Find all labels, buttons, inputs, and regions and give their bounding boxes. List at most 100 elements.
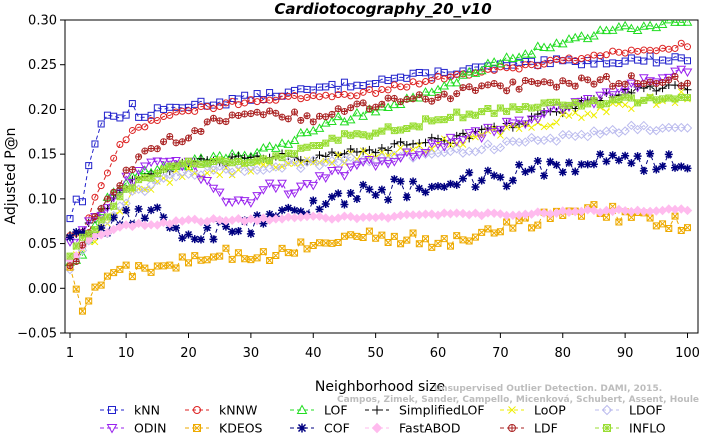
data-point-INFLO (78, 233, 86, 241)
data-point-COF (577, 160, 586, 169)
data-point-ODIN (339, 172, 350, 181)
data-point-kNNW (110, 154, 118, 162)
data-point-INFLO (378, 127, 386, 135)
data-point-INFLO (247, 158, 255, 166)
data-point-KDEOS (409, 229, 417, 237)
data-point-LOF (589, 31, 599, 40)
data-point-LDF (534, 79, 542, 87)
data-point-KDEOS (340, 232, 348, 240)
data-point-KDEOS (110, 269, 118, 277)
data-point-INFLO (228, 159, 236, 167)
data-point-LOF (420, 87, 431, 96)
chart-title: Cardiotocography_20_v10 (274, 0, 491, 18)
data-point-LoOP (553, 119, 560, 126)
data-point-COF (564, 158, 573, 167)
data-point-LDF (415, 91, 423, 99)
data-point-FastABOD (501, 210, 512, 221)
data-point-LDOF (558, 129, 568, 140)
data-point-LDOF (564, 129, 574, 140)
data-point-LoOP (141, 186, 149, 193)
data-point-INFLO (403, 124, 411, 132)
data-point-ODIN (327, 167, 337, 176)
data-point-KDEOS (203, 256, 211, 264)
data-point-LDF (334, 105, 342, 113)
data-point-LoOP (497, 132, 504, 139)
y-tick-label: 0.10 (28, 192, 57, 207)
data-point-INFLO (259, 155, 267, 163)
data-point-INFLO (397, 126, 405, 134)
data-point-INFLO (85, 230, 93, 238)
data-point-INFLO (166, 162, 174, 170)
data-point-FastABOD (558, 206, 568, 216)
data-point-kNNW (103, 169, 111, 177)
data-point-INFLO (434, 116, 442, 124)
data-point-kNNW (222, 99, 230, 107)
legend-marker (297, 423, 307, 433)
data-point-LDOF (452, 144, 462, 154)
data-point-INFLO (565, 101, 573, 109)
data-point-LDF (128, 166, 136, 173)
data-point-SimplifiedLOF (421, 138, 430, 147)
data-point-ODIN (370, 162, 381, 172)
data-point-SimplifiedLOF (683, 85, 692, 94)
legend-marker (603, 424, 611, 432)
data-point-COF (253, 211, 262, 220)
x-tick-label: 1 (66, 346, 74, 361)
legend-label: kNNW (219, 403, 257, 418)
data-point-LDOF (632, 124, 643, 135)
data-point-KDEOS (147, 268, 155, 276)
data-point-KDEOS (309, 242, 317, 250)
data-point-KDEOS (509, 224, 517, 232)
data-point-LDF (241, 110, 249, 118)
data-point-ODIN (657, 74, 668, 83)
data-point-LDF (528, 78, 536, 86)
data-point-SimplifiedLOF (377, 143, 386, 152)
data-point-COF (502, 182, 511, 191)
data-point-LDF (596, 76, 604, 84)
data-point-LDF (72, 258, 80, 265)
data-point-COF (384, 195, 393, 204)
data-point-LDF (303, 112, 311, 120)
data-point-ODIN (520, 120, 531, 129)
data-point-INFLO (684, 94, 691, 102)
series-line-SimplifiedLOF (69, 84, 688, 236)
data-point-KDEOS (128, 273, 136, 281)
data-point-LDF (160, 138, 168, 146)
data-point-LDOF (140, 186, 150, 197)
data-point-COF (602, 157, 611, 166)
data-point-ODIN (96, 211, 107, 221)
data-point-kNNW (128, 126, 136, 134)
data-point-INFLO (546, 98, 554, 106)
data-point-INFLO (340, 130, 348, 138)
data-point-LoOP (359, 147, 367, 155)
data-point-LDF (347, 104, 355, 112)
data-point-LOF (308, 125, 319, 135)
data-point-LOF (358, 111, 369, 120)
data-point-ODIN (601, 88, 612, 97)
data-point-LDF (665, 76, 673, 84)
y-tick-label: 0.20 (28, 103, 57, 118)
data-point-FastABOD (102, 228, 113, 238)
data-point-COF (172, 223, 181, 232)
data-point-LDF (503, 87, 511, 95)
data-point-LDF (328, 110, 336, 118)
data-point-COF (334, 189, 343, 198)
data-point-LOF (270, 143, 281, 152)
data-point-LDF (634, 80, 642, 87)
data-point-INFLO (359, 131, 367, 139)
data-point-LDOF (551, 136, 562, 146)
data-point-LDOF (676, 122, 686, 133)
data-point-LDF (166, 133, 174, 140)
x-tick-label: 60 (430, 346, 447, 361)
data-point-KDEOS (247, 256, 255, 264)
data-point-ODIN (607, 91, 618, 100)
data-point-LDOF (645, 125, 655, 136)
data-point-INFLO (91, 226, 99, 234)
data-point-INFLO (160, 165, 168, 173)
data-point-LDF (122, 166, 130, 174)
data-point-ODIN (445, 133, 456, 143)
data-point-kNN (78, 198, 86, 206)
data-point-LoOP (603, 108, 610, 116)
data-point-LDOF (576, 129, 587, 140)
data-point-COF (278, 206, 287, 215)
